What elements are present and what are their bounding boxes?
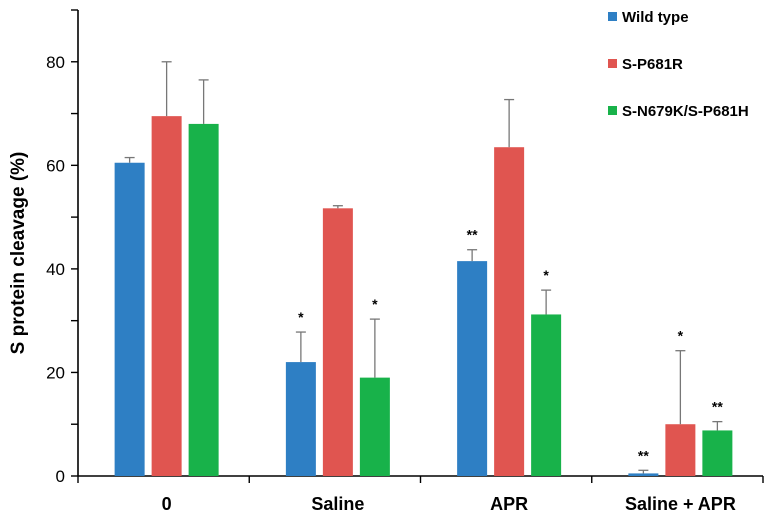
- bar-s-n679k-s-p681h: [188, 123, 219, 477]
- legend-label: S-N679K/S-P681H: [622, 103, 749, 120]
- significance-marker: **: [712, 399, 723, 415]
- legend-swatch: [608, 12, 617, 21]
- y-axis-title: S protein cleavage (%): [8, 152, 29, 355]
- bars-layer: [114, 61, 733, 477]
- legend: Wild type S-P681R S-N679K/S-P681H: [608, 9, 749, 120]
- significance-marker: *: [372, 296, 378, 312]
- x-category-label: APR: [490, 494, 528, 514]
- legend-label: Wild type: [622, 9, 689, 26]
- bar-s-n679k-s-p681h: [359, 377, 390, 476]
- bar-s-p681r: [665, 424, 696, 476]
- legend-swatch: [608, 106, 617, 115]
- bar-wild-type: [628, 473, 659, 476]
- bar-wild-type: [285, 362, 316, 476]
- significance-marker: **: [467, 227, 478, 243]
- x-category-label: Saline: [311, 494, 364, 514]
- legend-swatch: [608, 59, 617, 68]
- y-tick-label: 60: [46, 156, 65, 175]
- bar-s-p681r: [494, 147, 525, 476]
- bar-wild-type: [457, 261, 488, 476]
- bar-s-p681r: [151, 116, 182, 477]
- bar-wild-type: [114, 162, 145, 476]
- labels-layer: 0 20 40 60 80 S protein cleavage (%) 0 Saline AP…: [8, 53, 736, 514]
- y-tick-label: 80: [46, 53, 65, 72]
- x-category-label: Saline + APR: [625, 494, 736, 514]
- significance-marker: *: [678, 328, 684, 344]
- significance-marker: *: [543, 267, 549, 283]
- significance-marker: *: [298, 309, 304, 325]
- y-tick-label: 0: [56, 467, 65, 486]
- bar-s-n679k-s-p681h: [702, 430, 733, 476]
- significance-marker: **: [638, 447, 649, 463]
- legend-label: S-P681R: [622, 56, 683, 73]
- x-category-label: 0: [162, 494, 172, 514]
- y-tick-label: 20: [46, 363, 65, 382]
- y-tick-label: 40: [46, 260, 65, 279]
- bar-s-p681r: [322, 208, 353, 476]
- bar-s-n679k-s-p681h: [531, 314, 562, 476]
